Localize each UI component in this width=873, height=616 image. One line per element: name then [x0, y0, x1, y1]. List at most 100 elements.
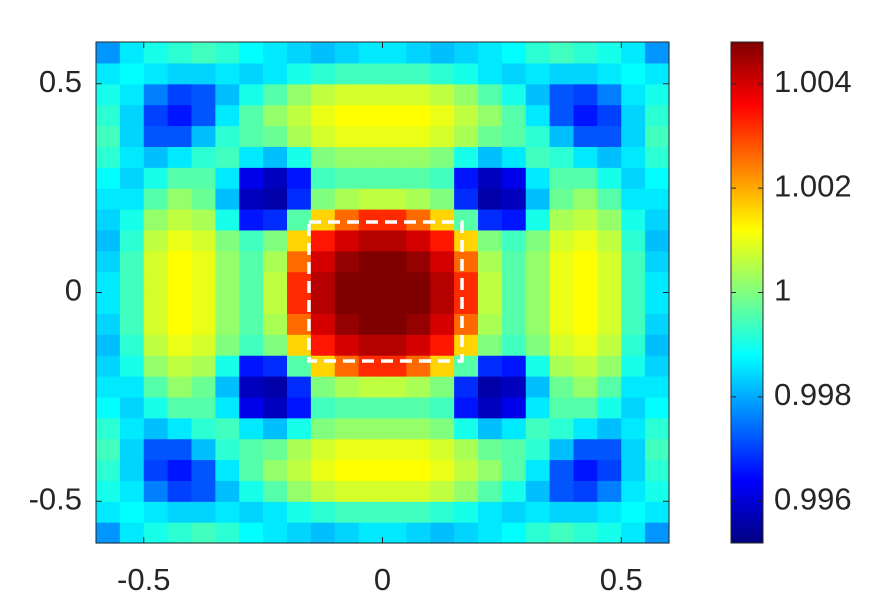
heatmap-cell — [119, 271, 145, 294]
heatmap-cell — [334, 104, 360, 127]
heatmap-cell — [621, 125, 646, 147]
heatmap-cell — [239, 62, 264, 85]
heatmap-cell — [287, 42, 312, 64]
heatmap-cell — [478, 355, 503, 377]
heatmap-cell — [549, 438, 575, 461]
heatmap-cell — [430, 125, 455, 147]
heatmap-cell — [96, 42, 121, 64]
heatmap-cell — [406, 188, 431, 210]
heatmap-cell — [430, 396, 455, 419]
heatmap-cell — [239, 250, 264, 273]
heatmap-cell — [191, 522, 216, 544]
heatmap-cell — [143, 209, 169, 231]
colorbar-tick-label: 1 — [774, 273, 791, 308]
heatmap-cell — [645, 292, 670, 314]
heatmap-cell — [597, 355, 622, 377]
heatmap-cell — [478, 125, 503, 147]
heatmap-cell — [430, 313, 455, 335]
heatmap-cell — [96, 188, 121, 210]
heatmap-cell — [430, 62, 455, 85]
heatmap-cell — [310, 271, 336, 294]
heatmap-cell — [645, 42, 670, 64]
heatmap-cell — [239, 271, 264, 294]
heatmap-cell — [430, 522, 455, 544]
heatmap-cell — [287, 396, 312, 419]
heatmap-cell — [501, 209, 527, 231]
heatmap-cell — [334, 42, 360, 64]
heatmap-cell — [334, 125, 360, 147]
heatmap-cell — [478, 188, 503, 210]
heatmap-cell — [263, 250, 288, 273]
heatmap-cell — [454, 396, 479, 419]
heatmap-cell — [96, 229, 121, 252]
heatmap-cell — [167, 501, 193, 523]
heatmap-cell — [96, 459, 121, 481]
heatmap-cell — [358, 250, 384, 273]
heatmap-cell — [96, 83, 121, 106]
heatmap-cell — [239, 417, 264, 440]
heatmap-cell — [167, 83, 193, 106]
heatmap-cell — [263, 62, 288, 85]
heatmap-cell — [167, 459, 193, 481]
heatmap-cell — [597, 271, 622, 294]
heatmap-cell — [597, 209, 622, 231]
heatmap-cell — [239, 209, 264, 231]
heatmap-cell — [549, 271, 575, 294]
heatmap-cell — [263, 83, 288, 106]
heatmap-cell — [287, 209, 312, 231]
heatmap-cell — [119, 125, 145, 147]
heatmap-cell — [549, 396, 575, 419]
heatmap-cell — [406, 459, 431, 481]
heatmap-cell — [430, 167, 455, 189]
heatmap-cell — [525, 42, 551, 64]
heatmap-cell — [263, 480, 288, 502]
heatmap-cell — [621, 334, 646, 356]
heatmap-cell — [215, 292, 240, 314]
heatmap-cell — [119, 292, 145, 314]
colorbar-tick-label: 0.996 — [774, 481, 852, 516]
heatmap-cell — [167, 417, 193, 440]
heatmap-cell — [382, 417, 407, 440]
heatmap-cell — [597, 313, 622, 335]
heatmap-cell — [382, 292, 407, 314]
heatmap-cell — [215, 501, 240, 523]
heatmap-cell — [96, 334, 121, 356]
heatmap-cell — [501, 459, 527, 481]
heatmap-cell — [406, 250, 431, 273]
heatmap-cell — [143, 271, 169, 294]
heatmap-cell — [191, 188, 216, 210]
heatmap-cell — [287, 376, 312, 398]
heatmap-cell — [525, 292, 551, 314]
heatmap-cell — [191, 83, 216, 106]
heatmap-cell — [621, 271, 646, 294]
heatmap-cell — [143, 188, 169, 210]
heatmap-cell — [382, 42, 407, 64]
heatmap-cell — [191, 334, 216, 356]
heatmap-cell — [287, 313, 312, 335]
heatmap-cell — [310, 250, 336, 273]
heatmap-cell — [334, 438, 360, 461]
heatmap-cell — [191, 125, 216, 147]
heatmap-cell — [573, 522, 598, 544]
heatmap-cell — [406, 125, 431, 147]
heatmap-cell — [478, 83, 503, 106]
heatmap-cell — [143, 292, 169, 314]
heatmap-cell — [215, 62, 240, 85]
heatmap-cell — [573, 480, 598, 502]
heatmap-cell — [525, 417, 551, 440]
heatmap-cell — [263, 292, 288, 314]
heatmap-cell — [358, 229, 384, 252]
heatmap-cell — [573, 188, 598, 210]
heatmap-cell — [215, 396, 240, 419]
heatmap-cell — [310, 62, 336, 85]
heatmap-cell — [621, 83, 646, 106]
heatmap-cell — [167, 438, 193, 461]
heatmap-cell — [263, 417, 288, 440]
heatmap-cell — [215, 83, 240, 106]
heatmap-cell — [287, 522, 312, 544]
heatmap-cell — [454, 250, 479, 273]
heatmap-cell — [382, 104, 407, 127]
heatmap-cell — [478, 376, 503, 398]
heatmap-cell — [525, 334, 551, 356]
heatmap-cell — [382, 522, 407, 544]
